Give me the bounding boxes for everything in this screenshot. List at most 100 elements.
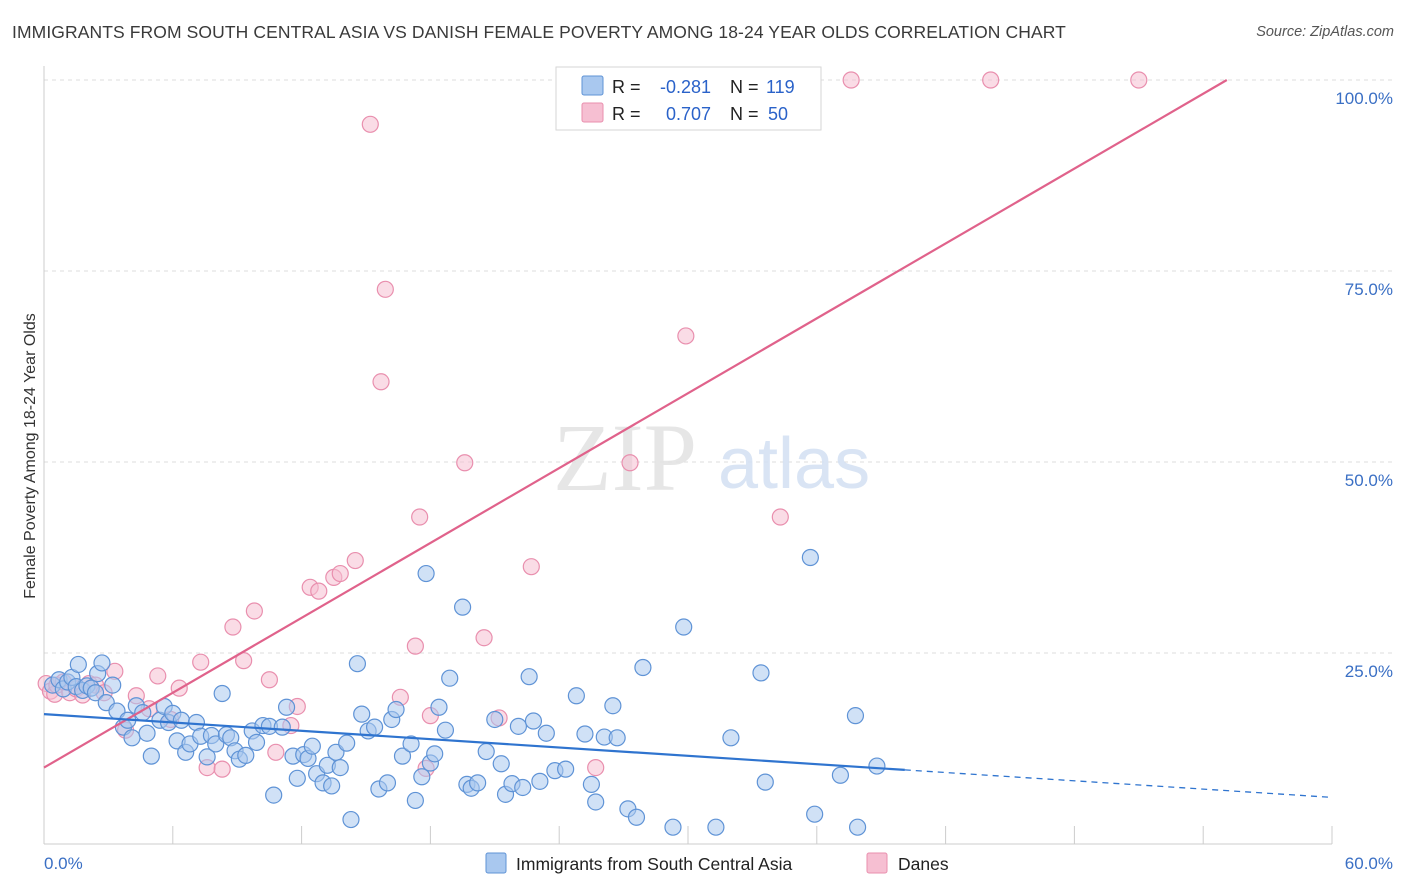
- south-central-asia-point: [846, 707, 865, 725]
- danes-point: [361, 115, 379, 133]
- south-central-asia-point: [138, 724, 156, 742]
- south-central-asia-point: [454, 598, 472, 616]
- series-label-pink: Danes: [898, 854, 949, 874]
- south-central-asia-point: [86, 684, 105, 702]
- south-central-asia-point: [277, 698, 296, 716]
- series-swatch-pink: [866, 852, 888, 874]
- south-central-asia-point: [288, 769, 306, 787]
- gridlines: [44, 79, 1394, 654]
- south-central-asia-point: [342, 810, 360, 829]
- danes-point: [245, 602, 263, 620]
- south-central-asia-point: [608, 729, 626, 747]
- series-label-blue: Immigrants from South Central Asia: [516, 854, 792, 874]
- south-central-asia-point: [413, 768, 431, 786]
- x-tick-label-min: 0.0%: [44, 854, 83, 873]
- danes-point: [677, 327, 695, 345]
- y-tick-labels: 25.0% 50.0% 75.0% 100.0%: [1335, 89, 1393, 681]
- south-central-asia-point: [430, 698, 448, 716]
- legend-r-value-1: -0.281: [660, 77, 711, 97]
- danes-point: [260, 671, 278, 689]
- south-central-asia-point: [486, 710, 504, 729]
- trend-lines: [43, 79, 1333, 799]
- south-central-asia-point: [273, 718, 291, 736]
- south-central-asia-trend-line: [43, 713, 905, 771]
- danes-trend-line: [43, 79, 1228, 769]
- south-central-asia-point: [123, 729, 141, 747]
- legend-r-label-1: R =: [612, 77, 641, 97]
- south-central-asia-point: [531, 772, 549, 790]
- south-central-asia-point: [627, 808, 646, 826]
- south-central-asia-point: [378, 774, 397, 792]
- danes-point: [376, 280, 394, 298]
- danes-point: [149, 667, 167, 685]
- danes-point: [621, 454, 639, 472]
- y-tick-label: 50.0%: [1345, 471, 1393, 490]
- south-central-asia-point: [567, 687, 585, 705]
- south-central-asia-point: [806, 805, 824, 823]
- south-central-asia-point: [426, 745, 444, 763]
- danes-point: [310, 582, 328, 600]
- south-central-asia-point: [604, 697, 622, 715]
- x-axis-ticks: [43, 826, 1333, 844]
- south-central-asia-point: [353, 705, 371, 723]
- danes-point: [372, 373, 390, 391]
- danes-point: [1130, 71, 1148, 89]
- south-central-asia-point: [752, 664, 770, 682]
- legend-n-value-1: 119: [766, 77, 795, 97]
- south-central-asia-point: [172, 711, 190, 729]
- south-central-asia-point: [514, 778, 532, 797]
- south-central-asia-point: [441, 669, 459, 687]
- south-central-asia-point: [664, 818, 682, 836]
- south-central-asia-point: [365, 718, 384, 736]
- south-central-asia-point: [331, 758, 349, 777]
- south-central-asia-point: [848, 818, 867, 836]
- south-central-asia-point: [469, 774, 487, 792]
- y-tick-label: 25.0%: [1345, 662, 1393, 681]
- south-central-asia-point: [198, 748, 216, 766]
- south-central-asia-point: [722, 729, 740, 747]
- south-central-asia-point: [707, 818, 725, 836]
- watermark-atlas: atlas: [718, 424, 870, 504]
- south-central-asia-point: [492, 755, 510, 773]
- danes-point: [771, 508, 789, 526]
- south-central-asia-point: [142, 747, 160, 765]
- danes-point: [982, 71, 1000, 89]
- south-central-asia-point: [801, 548, 819, 567]
- danes-point: [331, 564, 349, 583]
- danes-point: [475, 629, 493, 647]
- legend-r-label-2: R =: [612, 104, 641, 124]
- y-axis-title: Female Poverty Among 18-24 Year Olds: [22, 313, 39, 599]
- south-central-asia-point: [634, 658, 652, 677]
- danes-point: [224, 618, 242, 636]
- source-credit: Source: ZipAtlas.com: [1256, 24, 1394, 40]
- danes-point: [587, 758, 605, 777]
- series-swatch-blue: [485, 852, 507, 874]
- legend-n-value-2: 50: [768, 104, 788, 124]
- south-central-asia-point: [213, 684, 231, 703]
- danes-point: [411, 508, 429, 526]
- danes-point: [842, 71, 860, 89]
- south-central-asia-point: [576, 725, 594, 743]
- south-central-asia-point: [406, 791, 424, 810]
- legend-n-label-2: N =: [730, 104, 759, 124]
- south-central-asia-points: [43, 548, 886, 836]
- danes-point: [213, 760, 231, 778]
- series-legend: Immigrants from South Central Asia Danes: [485, 852, 949, 874]
- south-central-asia-point: [520, 668, 538, 686]
- y-tick-label: 100.0%: [1335, 89, 1393, 108]
- south-central-asia-point: [93, 654, 111, 672]
- legend-swatch-blue: [581, 75, 604, 96]
- watermark: ZIP atlas: [553, 404, 870, 511]
- south-central-asia-point: [237, 746, 255, 764]
- south-central-asia-point: [387, 700, 405, 719]
- legend-swatch-pink: [581, 102, 604, 123]
- south-central-asia-point: [582, 775, 601, 794]
- south-central-asia-point: [587, 793, 605, 811]
- y-tick-label: 75.0%: [1345, 280, 1393, 299]
- south-central-asia-point: [393, 747, 412, 765]
- south-central-asia-point: [69, 655, 87, 674]
- south-central-asia-point: [477, 742, 495, 761]
- south-central-asia-point: [338, 734, 356, 752]
- south-central-asia-point: [756, 773, 774, 791]
